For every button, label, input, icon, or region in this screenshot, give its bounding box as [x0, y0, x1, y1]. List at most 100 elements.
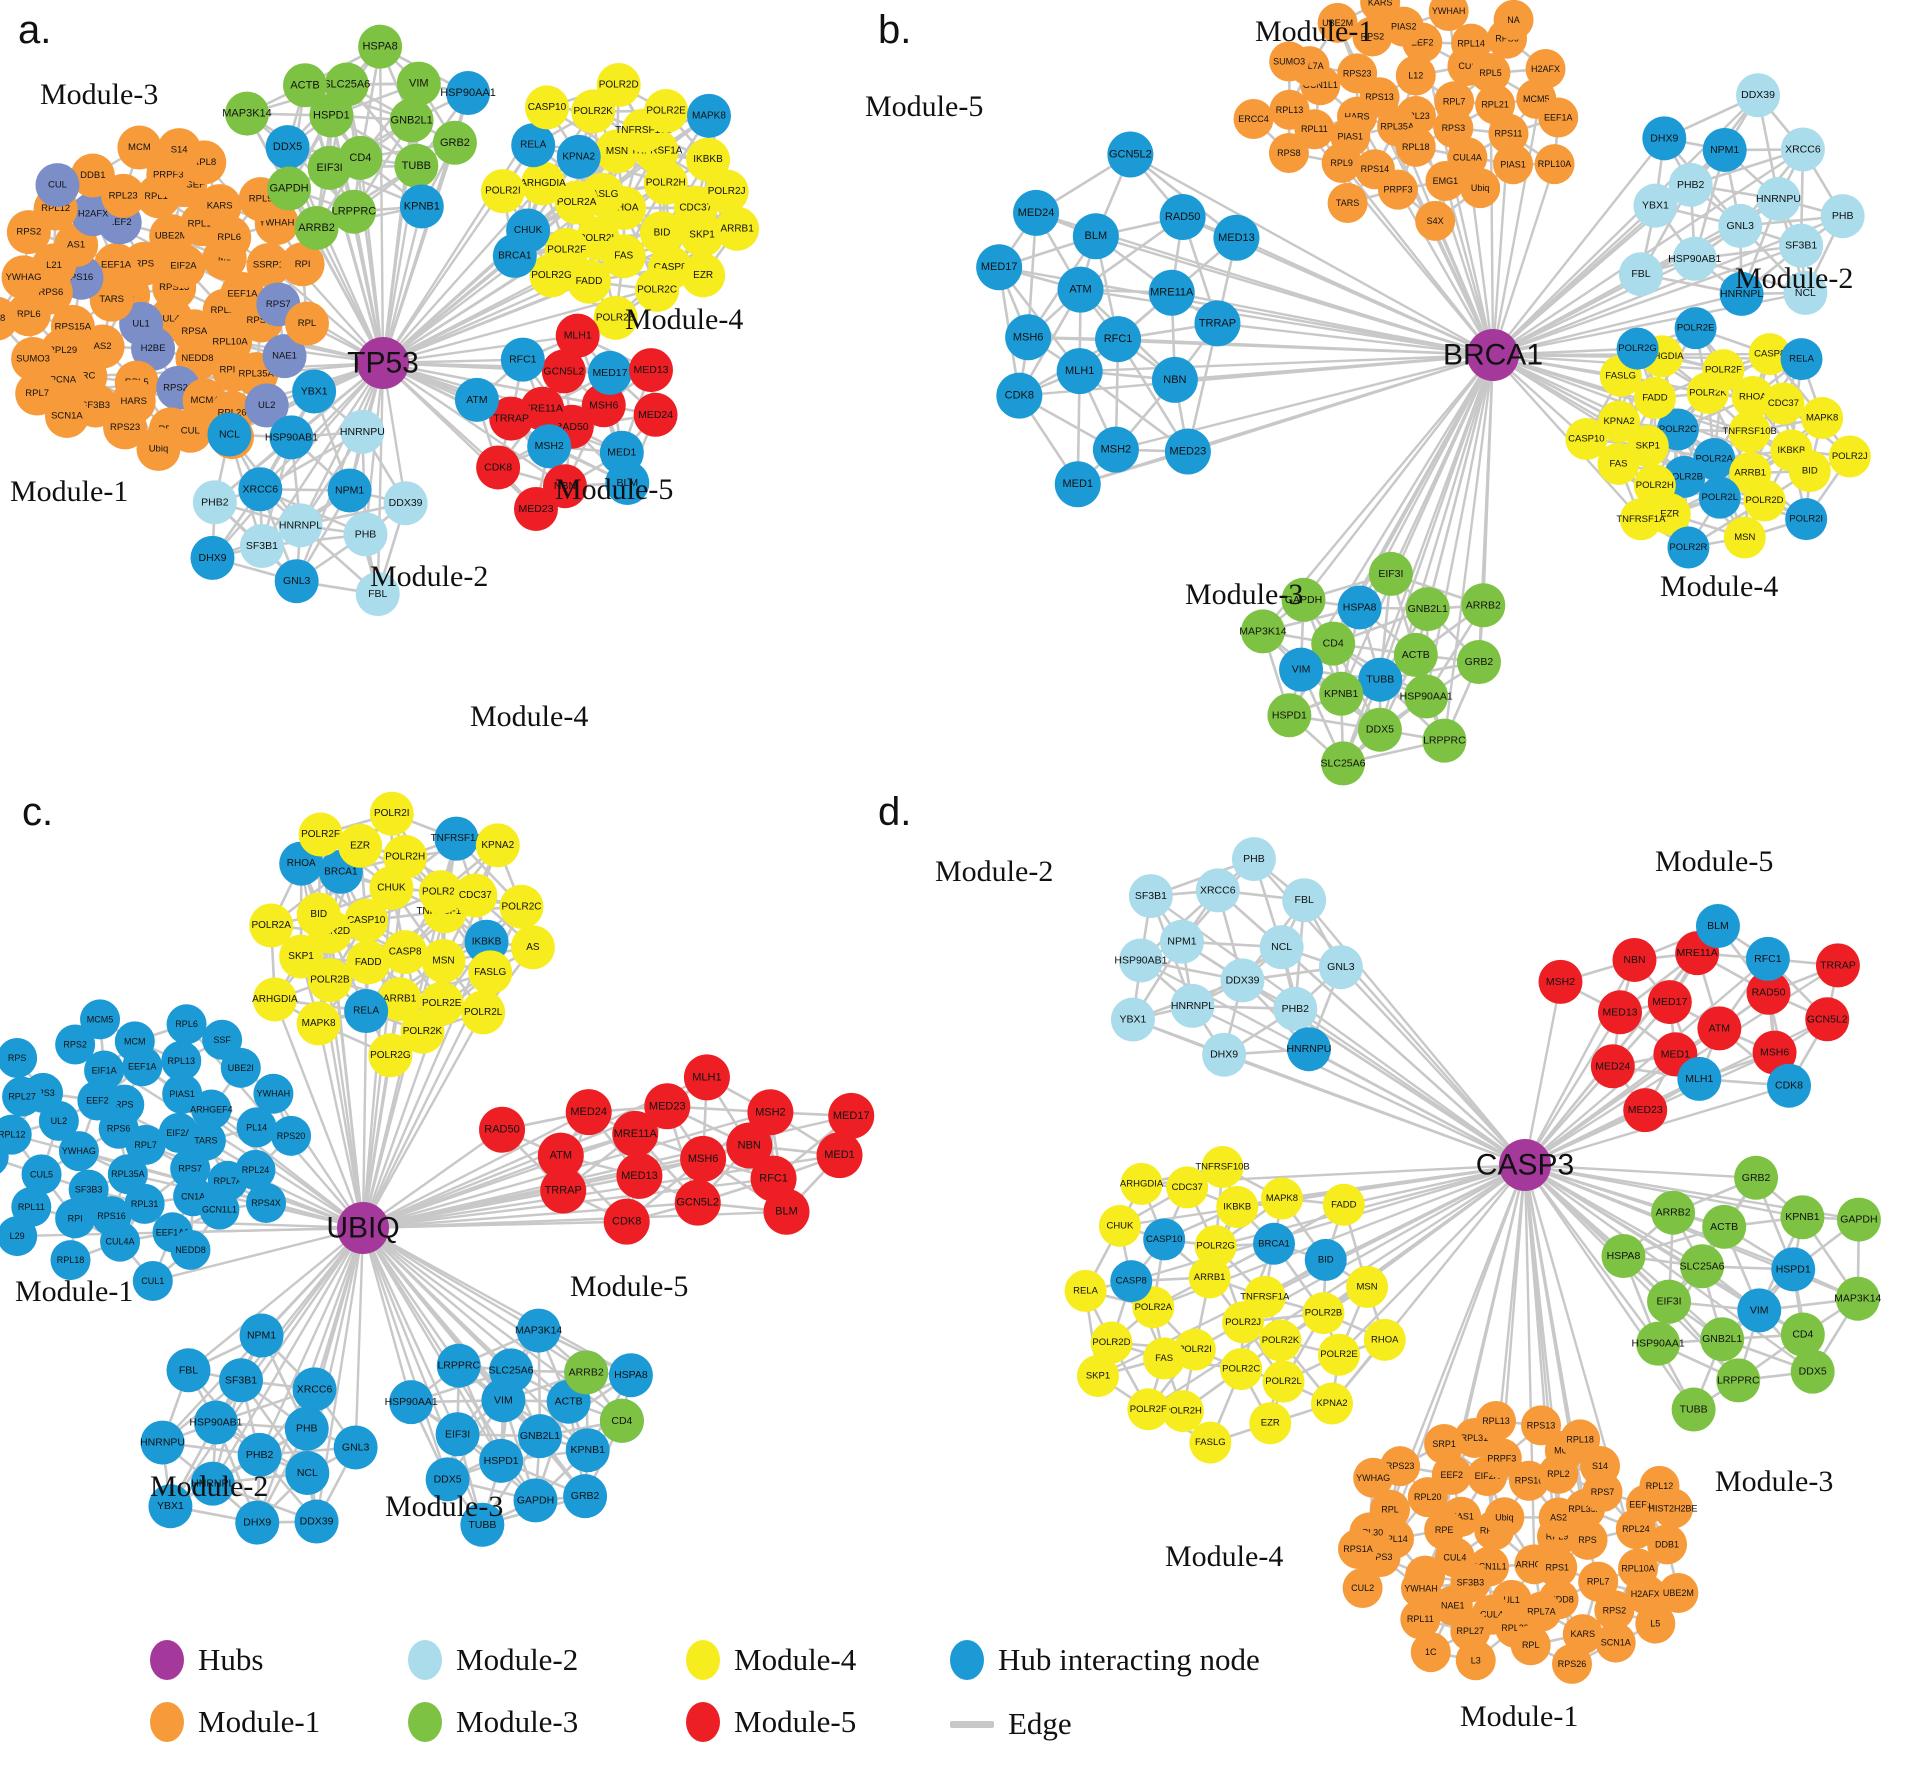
node-circle[interactable]	[1159, 193, 1206, 240]
node-casp10[interactable]: CASP10	[1143, 1218, 1186, 1261]
node-circle[interactable]	[11, 336, 56, 381]
node-polr2i[interactable]: POLR2I	[369, 791, 414, 836]
node-ywhah[interactable]: YWHAH	[253, 1073, 294, 1114]
node-hnrnpl[interactable]: HNRNPL	[1719, 271, 1764, 316]
node-ddb1[interactable]: DDB1	[70, 153, 115, 198]
node-rps23[interactable]: RPS23	[103, 405, 148, 450]
node-circle[interactable]	[555, 313, 600, 358]
node-circle[interactable]	[383, 930, 428, 975]
node-blm[interactable]: BLM	[763, 1188, 810, 1235]
node-circle[interactable]	[1598, 400, 1641, 443]
node-circle[interactable]	[704, 169, 749, 214]
node-fadd[interactable]: FADD	[566, 259, 611, 304]
node-rpl6[interactable]: RPL6	[166, 1004, 207, 1045]
node-circle[interactable]	[1736, 73, 1781, 118]
node-grb2[interactable]: GRB2	[432, 120, 477, 165]
node-circle[interactable]	[1360, 0, 1401, 23]
node-ddx5[interactable]: DDX5	[1357, 707, 1402, 752]
node-rpl27[interactable]: RPL27	[2, 1076, 43, 1117]
node-circle[interactable]	[185, 1120, 226, 1161]
node-map3k14[interactable]: MAP3K14	[1239, 609, 1287, 654]
node-pias1[interactable]: PIAS1	[1493, 144, 1534, 185]
node-circle[interactable]	[1668, 162, 1713, 207]
node-circle[interactable]	[21, 1154, 62, 1195]
node-circle[interactable]	[686, 93, 731, 138]
node-ubiq[interactable]: Ubiq	[136, 426, 181, 471]
node-nedd8[interactable]: NEDD8	[170, 1229, 211, 1270]
node-cul5[interactable]: CUL5	[21, 1154, 62, 1195]
node-fadd[interactable]: FADD	[1322, 1183, 1365, 1226]
node-dhx9[interactable]: DHX9	[235, 1500, 280, 1545]
node-casp10[interactable]: CASP10	[524, 85, 569, 130]
node-circle[interactable]	[1321, 142, 1362, 183]
node-circle[interactable]	[1642, 116, 1687, 161]
node-chuk[interactable]: CHUK	[1098, 1204, 1141, 1247]
node-circle[interactable]	[246, 1182, 287, 1223]
node-circle[interactable]	[1279, 647, 1324, 692]
node-arhgef4[interactable]: ARHGEF4	[190, 1089, 233, 1130]
node-circle[interactable]	[1422, 718, 1467, 763]
node-bid[interactable]: BID	[639, 211, 684, 256]
hub-node-tp53[interactable]	[357, 337, 409, 389]
node-rpl9[interactable]: RPL9	[1321, 142, 1362, 183]
node-circle[interactable]	[529, 253, 574, 298]
node-s4x[interactable]: S4X	[1415, 200, 1456, 241]
node-polr2k[interactable]: POLR2K	[1259, 1319, 1302, 1362]
node-rad50[interactable]: RAD50	[1159, 193, 1206, 240]
node-fbl[interactable]: FBL	[1282, 878, 1327, 923]
node-circle[interactable]	[191, 1089, 232, 1130]
node-msh6[interactable]: MSH6	[680, 1135, 727, 1182]
node-hsp90aa1[interactable]: HSP90AA1	[1400, 674, 1453, 719]
node-map3k14[interactable]: MAP3K14	[222, 91, 272, 136]
node-circle[interactable]	[556, 134, 601, 179]
node-mcm[interactable]: MCM	[114, 1021, 155, 1062]
node-tnfrsf10b[interactable]: TNFRSF10B	[1722, 410, 1777, 453]
node-circle[interactable]	[307, 145, 352, 190]
node-lrpprc[interactable]: LRPPRC	[1422, 718, 1467, 763]
node-eif3i[interactable]: EIF3I	[1647, 1279, 1692, 1324]
node-circle[interactable]	[1756, 177, 1801, 222]
node-grb2[interactable]: GRB2	[563, 1474, 608, 1519]
node-circle[interactable]	[6, 210, 51, 255]
node-rela[interactable]: RELA	[511, 123, 556, 168]
node-circle[interactable]	[292, 369, 337, 414]
node-hsp90ab1[interactable]: HSP90AB1	[1668, 236, 1721, 281]
node-circle[interactable]	[0, 1137, 9, 1177]
node-ncl[interactable]: NCL	[285, 1450, 330, 1495]
node-eef1a[interactable]: EEF1A	[94, 243, 139, 288]
node-circle[interactable]	[253, 1073, 294, 1114]
node-circle[interactable]	[1618, 252, 1663, 297]
node-circle[interactable]	[1698, 476, 1741, 519]
node-med17[interactable]: MED17	[976, 244, 1023, 291]
node-circle[interactable]	[1718, 203, 1763, 248]
node-circle[interactable]	[1456, 640, 1501, 685]
node-circle[interactable]	[265, 125, 310, 170]
node-circle[interactable]	[635, 267, 680, 312]
node-circle[interactable]	[80, 999, 121, 1040]
node-circle[interactable]	[244, 383, 289, 428]
node-sf3b1[interactable]: SF3B1	[219, 1358, 264, 1403]
node-circle[interactable]	[1377, 169, 1418, 210]
node-circle[interactable]	[35, 163, 80, 208]
node-gnl3[interactable]: GNL3	[1718, 203, 1763, 248]
node-cul[interactable]: CUL	[168, 408, 213, 453]
node-hnrnpu[interactable]: HNRNPU	[1756, 177, 1801, 222]
node-rpl13[interactable]: RPL13	[1475, 1400, 1516, 1441]
node-lrpprc[interactable]: LRPPRC	[332, 189, 377, 234]
node-gnb2l1[interactable]: GNB2L1	[1405, 587, 1450, 632]
node-sf3b1[interactable]: SF3B1	[239, 524, 284, 569]
node-grb2[interactable]: GRB2	[1456, 640, 1501, 685]
node-rpl6[interactable]: RPL6	[6, 292, 51, 337]
node-gnb2l1[interactable]: GNB2L1	[1700, 1317, 1745, 1362]
node-polr2c[interactable]: POLR2C	[1220, 1348, 1263, 1391]
node-l5[interactable]: L5	[1635, 1603, 1676, 1644]
node-circle[interactable]	[1451, 23, 1492, 64]
node-circle[interactable]	[166, 1004, 207, 1045]
node-tubb[interactable]: TUBB	[1358, 657, 1403, 702]
node-med23[interactable]: MED23	[644, 1083, 691, 1130]
node-ncl[interactable]: NCL	[207, 412, 252, 457]
node-ssrp1[interactable]: SSRP1	[246, 243, 291, 288]
node-circle[interactable]	[15, 371, 60, 416]
node-cdk8[interactable]: CDK8	[1767, 1063, 1812, 1108]
node-gapdh[interactable]: GAPDH	[1836, 1197, 1881, 1242]
